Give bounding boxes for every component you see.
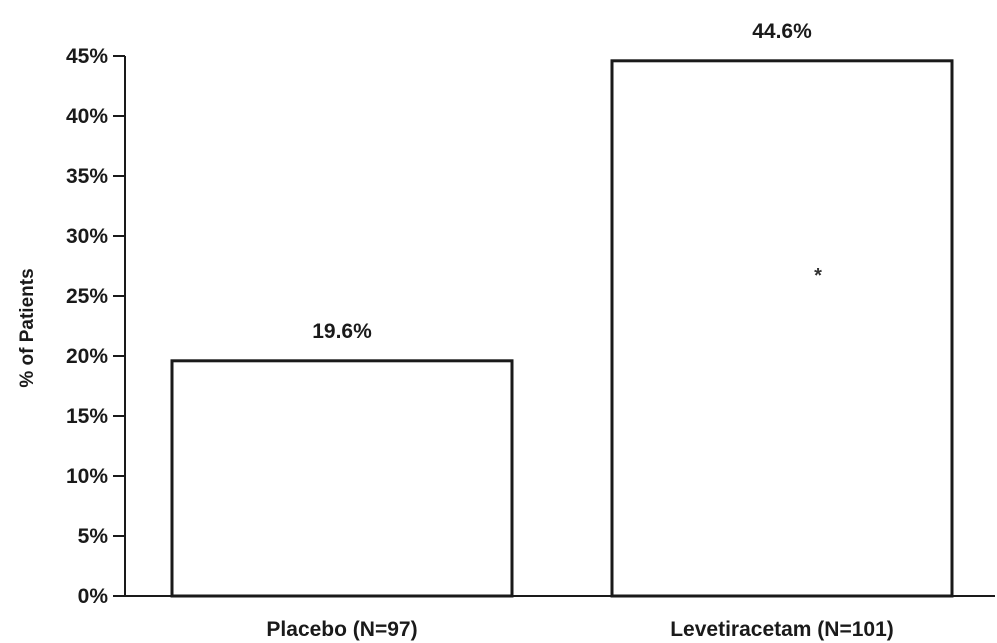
bar	[170, 359, 514, 598]
y-axis-title: % of Patients	[17, 268, 38, 387]
x-category-label: Placebo (N=97)	[266, 618, 417, 641]
y-tick-label: 25%	[66, 285, 108, 308]
x-axis: Placebo (N=97) Levetiracetam (N=101)	[125, 595, 995, 641]
y-tick-label: 35%	[66, 165, 108, 188]
y-tick-label: 15%	[66, 405, 108, 428]
bar-value-label: 44.6%	[752, 20, 812, 43]
y-tick-label: 40%	[66, 105, 108, 128]
bars: 19.6% 44.6%	[170, 20, 954, 598]
x-category-label: Levetiracetam (N=101)	[670, 618, 894, 641]
y-axis: 0% 5% 10% 15% 20% 25% 30% 35% 40% 45%	[66, 45, 126, 608]
bar-value-label: 19.6%	[312, 320, 372, 343]
y-tick-label: 45%	[66, 45, 108, 68]
y-tick-label: 10%	[66, 465, 108, 488]
y-tick-label: 30%	[66, 225, 108, 248]
y-tick-label: 0%	[78, 585, 109, 608]
significance-asterisk: *	[814, 265, 822, 287]
y-tick-label: 20%	[66, 345, 108, 368]
y-tick-label: 5%	[78, 525, 109, 548]
bar	[610, 59, 954, 598]
